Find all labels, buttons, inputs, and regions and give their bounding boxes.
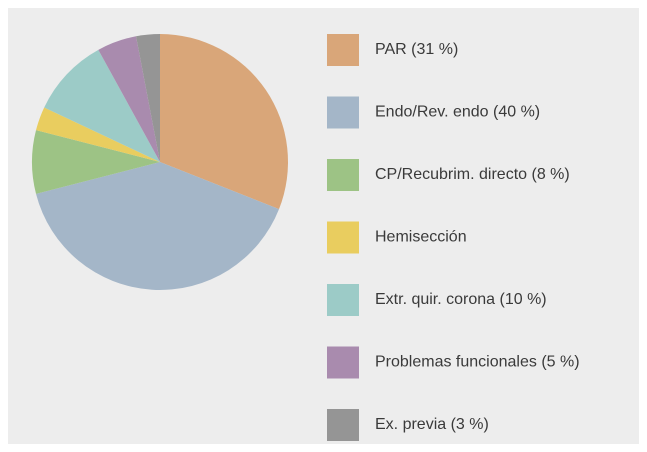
legend-label: Problemas funcionales (5 %) xyxy=(375,354,580,371)
legend-swatch xyxy=(327,346,359,379)
pie-slice xyxy=(98,36,160,163)
pie-slice xyxy=(160,34,288,210)
legend-swatch xyxy=(327,221,359,254)
pie-slice xyxy=(44,49,160,162)
legend-label: Ex. previa (3 %) xyxy=(375,416,489,433)
legend-swatch xyxy=(327,159,359,191)
pie-slice xyxy=(36,162,280,290)
legend-swatch xyxy=(327,284,359,316)
legend-swatch xyxy=(327,409,359,441)
legend-label: PAR (31 %) xyxy=(375,41,458,58)
pie-slice xyxy=(136,34,160,162)
legend-label: Extr. quir. corona (10 %) xyxy=(375,291,547,308)
pie-slice xyxy=(31,130,160,194)
legend-swatch xyxy=(327,96,359,129)
legend-label: Endo/Rev. endo (40 %) xyxy=(375,104,540,121)
legend-label: Hemisección xyxy=(375,229,467,246)
legend-swatch xyxy=(327,34,359,66)
legend-label: CP/Recubrim. directo (8 %) xyxy=(375,166,570,183)
pie-slice xyxy=(36,107,160,162)
